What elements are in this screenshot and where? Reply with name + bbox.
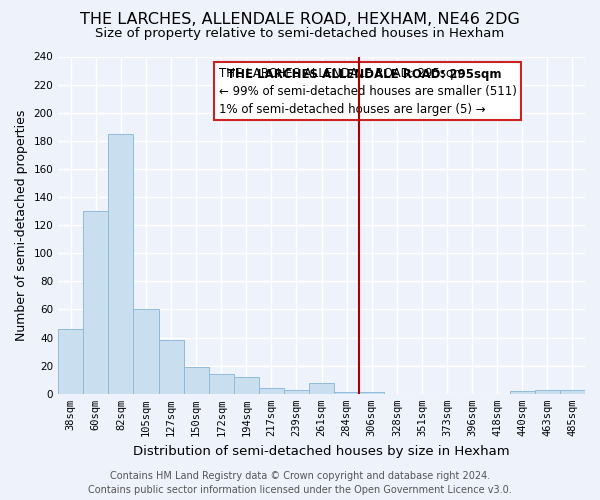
Bar [309,382,334,394]
Text: THE LARCHES, ALLENDALE ROAD, HEXHAM, NE46 2DG: THE LARCHES, ALLENDALE ROAD, HEXHAM, NE4… [80,12,520,28]
Bar [359,392,385,394]
Y-axis label: Number of semi-detached properties: Number of semi-detached properties [15,110,28,341]
Text: THE LARCHES ALLENDALE ROAD: 295sqm: THE LARCHES ALLENDALE ROAD: 295sqm [227,68,501,82]
Bar [560,390,585,394]
Text: Size of property relative to semi-detached houses in Hexham: Size of property relative to semi-detach… [95,28,505,40]
Bar [259,388,284,394]
Bar [209,374,234,394]
Bar [58,329,83,394]
Text: Contains HM Land Registry data © Crown copyright and database right 2024.
Contai: Contains HM Land Registry data © Crown c… [88,471,512,495]
Bar [158,340,184,394]
Bar [535,390,560,394]
Bar [284,390,309,394]
Bar [83,211,109,394]
Bar [234,377,259,394]
X-axis label: Distribution of semi-detached houses by size in Hexham: Distribution of semi-detached houses by … [133,444,510,458]
Bar [133,310,158,394]
Bar [184,367,209,394]
Bar [510,391,535,394]
Text: THE LARCHES ALLENDALE ROAD: 295sqm
← 99% of semi-detached houses are smaller (51: THE LARCHES ALLENDALE ROAD: 295sqm ← 99%… [219,66,517,116]
Bar [334,392,359,394]
Bar [109,134,133,394]
